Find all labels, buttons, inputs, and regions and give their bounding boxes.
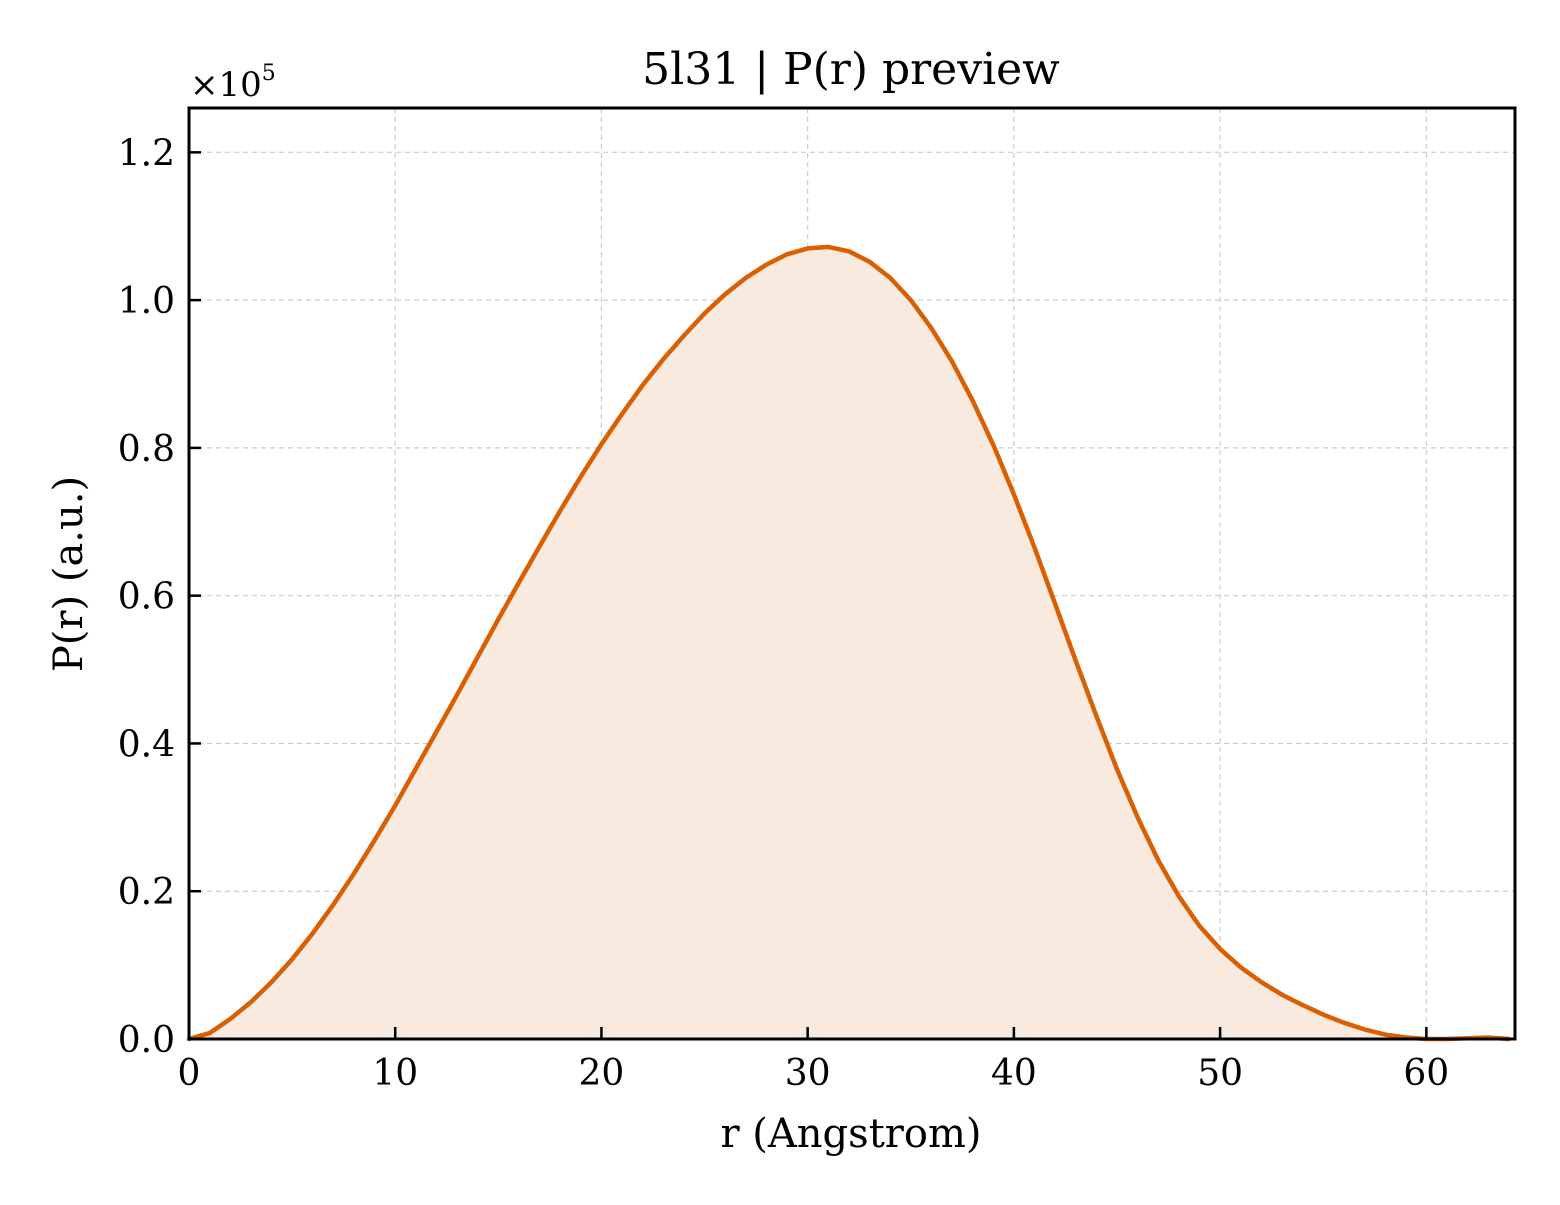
y-axis-label: P(r) (a.u.) bbox=[46, 476, 92, 672]
y-tick-label: 0.4 bbox=[118, 724, 175, 765]
pr-series-line bbox=[186, 244, 1512, 1042]
x-tick-label: 60 bbox=[1403, 1053, 1449, 1094]
fill-layer bbox=[189, 246, 1509, 1039]
y-tick-label: 1.0 bbox=[118, 281, 175, 322]
x-tick-label: 50 bbox=[1197, 1053, 1243, 1094]
y-multiplier-exponent: 5 bbox=[262, 61, 276, 86]
x-tick-label: 40 bbox=[991, 1053, 1037, 1094]
x-tick-label: 10 bbox=[372, 1053, 418, 1094]
x-axis-label: r (Angstrom) bbox=[720, 1111, 981, 1157]
line-layer bbox=[186, 244, 1512, 1042]
tick-layer: 0 10 20 30 40 50 60 0.0 0.2 0.4 0.6 0.8 1.0 1.2 bbox=[118, 133, 1449, 1094]
y-tick-label: 0.8 bbox=[118, 429, 175, 470]
plot-frame bbox=[187, 106, 1517, 1041]
pr-area-fill bbox=[189, 246, 1509, 1039]
axes-layer bbox=[187, 106, 1517, 1041]
y-tick-label: 0.0 bbox=[118, 1020, 175, 1061]
y-tick-label: 0.6 bbox=[118, 577, 175, 618]
y-multiplier: ×105 bbox=[190, 61, 276, 105]
chart-title: 5l31 | P(r) preview bbox=[642, 44, 1060, 95]
y-tick-label: 0.2 bbox=[118, 872, 175, 913]
y-tick-label: 1.2 bbox=[118, 133, 175, 174]
x-tick-label: 0 bbox=[178, 1053, 201, 1094]
x-tick-label: 20 bbox=[579, 1053, 625, 1094]
x-tick-label: 30 bbox=[785, 1053, 831, 1094]
y-multiplier-base: ×10 bbox=[190, 65, 262, 105]
